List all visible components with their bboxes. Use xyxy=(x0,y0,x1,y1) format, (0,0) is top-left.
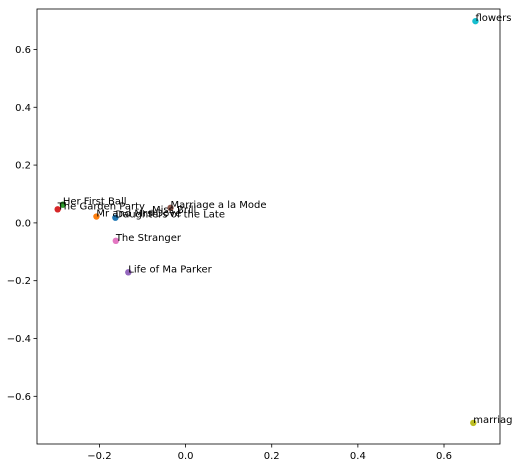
data-point xyxy=(125,269,132,276)
plot-frame xyxy=(36,8,501,445)
point-label: Marriage a la Mode xyxy=(171,200,267,211)
y-tick-label: 0.2 xyxy=(15,161,31,172)
y-tick-label: 0.4 xyxy=(15,103,31,114)
data-point xyxy=(112,214,119,221)
point-label: flowers xyxy=(475,13,511,24)
point-label: Life of Ma Parker xyxy=(128,264,212,275)
x-axis: −0.2 0.0 0.2 0.4 0.6 xyxy=(87,444,452,462)
data-point xyxy=(472,17,479,25)
x-tick-label: −0.2 xyxy=(87,451,111,462)
y-axis: −0.6 −0.4 −0.2 0.0 0.2 0.4 0.6 xyxy=(7,45,37,403)
point-label: Miss Brill xyxy=(152,205,196,216)
data-point xyxy=(148,209,156,216)
x-tick-label: 0.2 xyxy=(264,451,280,462)
y-tick-label: −0.2 xyxy=(7,276,31,287)
point-label: The Garden Party xyxy=(57,201,145,212)
x-tick-label: 0.6 xyxy=(436,451,452,462)
x-tick-label: 0.0 xyxy=(178,451,194,462)
data-point xyxy=(470,419,477,427)
point-label: Mr and Mrs Dove xyxy=(96,209,181,220)
y-tick-label: 0.0 xyxy=(15,218,31,229)
y-tick-label: −0.6 xyxy=(7,392,31,403)
y-tick-label: −0.4 xyxy=(7,334,31,345)
x-tick-label: 0.4 xyxy=(350,451,366,462)
point-label: marriage xyxy=(473,415,512,426)
point-label: Daughters of the Late xyxy=(115,210,225,221)
y-tick-label: 0.6 xyxy=(15,45,31,56)
point-label: The Stranger xyxy=(115,233,182,244)
data-point xyxy=(93,213,100,220)
data-point xyxy=(112,237,120,245)
data-point xyxy=(59,201,67,208)
point-label: Her First Ball xyxy=(63,197,127,208)
data-point xyxy=(54,206,61,213)
points-layer xyxy=(54,17,479,427)
data-point xyxy=(167,204,174,212)
